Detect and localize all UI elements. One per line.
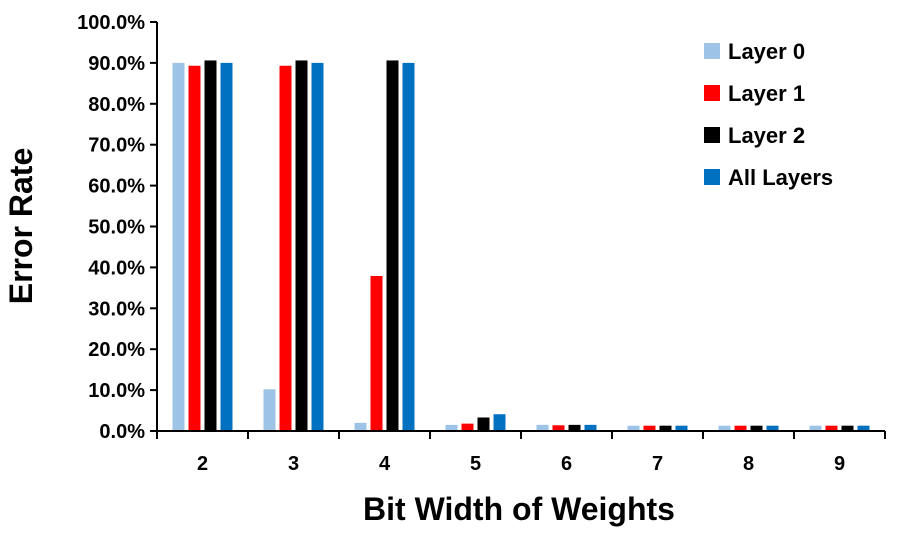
bar-all-layers-8 [766, 425, 779, 431]
bar-layer-1-4 [370, 275, 383, 431]
bar-layer-1-8 [734, 425, 747, 431]
legend-label: All Layers [728, 165, 833, 190]
bar-layer-1-9 [825, 425, 838, 431]
bar-all-layers-5 [493, 414, 506, 431]
y-tick-label: 90.0% [88, 53, 145, 75]
bar-layer-1-2 [188, 65, 201, 431]
bar-layer-2-4 [386, 60, 399, 432]
bar-layer-0-9 [809, 425, 822, 431]
legend-swatch [704, 43, 720, 59]
x-ticks: 2 3 4 5 6 7 8 9 [156, 431, 886, 475]
bar-layer-1-3 [279, 65, 292, 431]
bar-layer-0-3 [263, 389, 276, 431]
legend-swatch [704, 169, 720, 185]
x-tick-label: 9 [834, 453, 845, 475]
y-ticks: 0.0% 10.0% 20.0% 30.0% 40.0% 50.0% 60.0% 70.0% 8… [77, 12, 157, 443]
bar-layer-2-3 [295, 60, 308, 432]
bar-layer-2-2 [204, 60, 217, 432]
bar-layer-2-5 [477, 417, 490, 431]
bar-layer-1-7 [643, 425, 656, 431]
y-tick-label: 10.0% [88, 380, 145, 402]
y-tick-label: 20.0% [88, 339, 145, 361]
legend-label: Layer 1 [728, 81, 805, 106]
x-tick-label: 5 [470, 453, 481, 475]
bar-layer-0-5 [445, 424, 458, 431]
bar-all-layers-9 [857, 425, 870, 431]
x-tick-label: 8 [743, 453, 754, 475]
legend-label: Layer 0 [728, 39, 805, 64]
y-tick-label: 80.0% [88, 94, 145, 116]
bar-all-layers-6 [584, 424, 597, 431]
bar-layer-1-6 [552, 425, 565, 431]
y-tick-label: 30.0% [88, 298, 145, 320]
y-axis-title: Error Rate [3, 148, 39, 305]
bar-layer-2-9 [841, 425, 854, 431]
bar-layer-1-5 [461, 423, 474, 431]
bar-all-layers-2 [220, 62, 233, 432]
y-tick-label: 60.0% [88, 176, 145, 198]
bar-layer-0-7 [627, 425, 640, 431]
x-axis-title: Bit Width of Weights [363, 491, 675, 527]
y-tick-label: 40.0% [88, 257, 145, 279]
y-tick-label: 50.0% [88, 217, 145, 239]
y-tick-label: 100.0% [77, 12, 145, 34]
x-tick-label: 4 [379, 453, 391, 475]
y-tick-label: 0.0% [99, 421, 145, 443]
x-tick-label: 2 [197, 453, 208, 475]
bar-layer-2-8 [750, 425, 763, 431]
x-tick-label: 6 [561, 453, 572, 475]
bar-layer-0-8 [718, 425, 731, 431]
bar-all-layers-4 [402, 62, 415, 432]
bar-all-layers-3 [311, 62, 324, 432]
y-tick-label: 70.0% [88, 135, 145, 157]
bar-layer-2-7 [659, 425, 672, 431]
legend-swatch [704, 85, 720, 101]
legend-swatch [704, 127, 720, 143]
bar-all-layers-7 [675, 425, 688, 431]
x-tick-label: 3 [288, 453, 299, 475]
legend-label: Layer 2 [728, 123, 805, 148]
x-tick-label: 7 [652, 453, 663, 475]
bars-layer [172, 60, 870, 432]
bar-layer-2-6 [568, 424, 581, 431]
legend: Layer 0 Layer 1 Layer 2 All Layers [704, 39, 833, 190]
bar-layer-0-4 [354, 422, 367, 431]
bar-layer-0-6 [536, 424, 549, 431]
bar-layer-0-2 [172, 62, 185, 432]
